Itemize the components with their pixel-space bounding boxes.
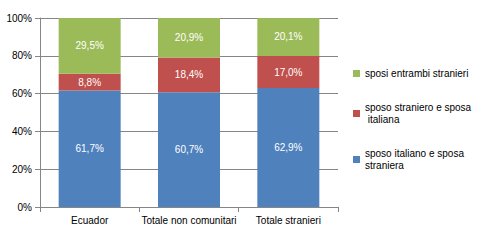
svg-text:100%: 100%	[6, 13, 32, 24]
svg-text:sposo straniero e sposa: sposo straniero e sposa	[365, 102, 472, 113]
svg-text:sposo italiano e sposa: sposo italiano e sposa	[365, 148, 467, 159]
svg-text:80%: 80%	[12, 50, 32, 61]
svg-text:italiana: italiana	[365, 114, 400, 125]
svg-text:62,9%: 62,9%	[274, 142, 302, 153]
svg-text:Ecuador: Ecuador	[71, 215, 109, 226]
svg-text:60,7%: 60,7%	[175, 144, 203, 155]
svg-text:straniera: straniera	[365, 160, 404, 171]
svg-text:20,9%: 20,9%	[175, 32, 203, 43]
svg-text:sposi entrambi stranieri: sposi entrambi stranieri	[365, 68, 468, 79]
svg-text:17,0%: 17,0%	[274, 67, 302, 78]
svg-text:8,8%: 8,8%	[78, 77, 101, 88]
svg-text:18,4%: 18,4%	[175, 69, 203, 80]
svg-text:Totale non comunitari: Totale non comunitari	[141, 215, 236, 226]
svg-text:61,7%: 61,7%	[75, 143, 103, 154]
svg-text:0%: 0%	[18, 202, 33, 213]
svg-text:29,5%: 29,5%	[75, 40, 103, 51]
svg-text:Totale stranieri: Totale stranieri	[256, 215, 321, 226]
svg-text:60%: 60%	[12, 88, 32, 99]
svg-text:20%: 20%	[12, 164, 32, 175]
svg-text:40%: 40%	[12, 126, 32, 137]
svg-text:20,1%: 20,1%	[274, 31, 302, 42]
